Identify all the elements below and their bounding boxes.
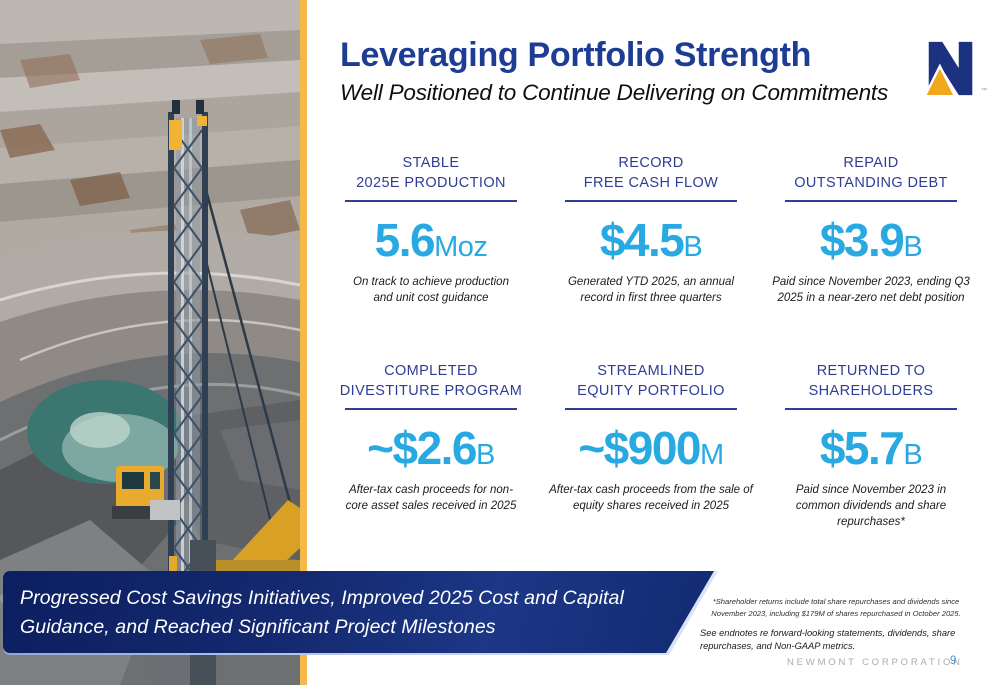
page-subtitle: Well Positioned to Continue Delivering o… — [340, 80, 888, 105]
stats-grid: STABLE 2025E PRODUCTION 5.6Moz On track … — [321, 153, 981, 531]
page-title: Leveraging Portfolio Strength — [340, 36, 812, 74]
stat-heading: STREAMLINED EQUITY PORTFOLIO — [577, 362, 725, 399]
stat-value-row: 5.6Moz — [325, 213, 537, 267]
mine-photo-panel — [0, 0, 307, 685]
stat-unit: B — [903, 231, 923, 263]
stat-caption: Paid since November 2023, ending Q3 2025… — [772, 276, 970, 305]
stat-card-production: STABLE 2025E PRODUCTION 5.6Moz On track … — [321, 153, 541, 307]
stat-divider — [785, 407, 957, 410]
stat-heading: COMPLETED DIVESTITURE PROGRAM — [339, 362, 523, 399]
stat-unit: M — [700, 438, 724, 471]
footnote-shareholder-returns: *Shareholder returns include total share… — [711, 597, 961, 618]
stat-heading: RETURNED TO SHAREHOLDERS — [808, 362, 934, 399]
newmont-logo-icon — [922, 41, 973, 98]
stat-unit: Moz — [434, 231, 488, 263]
stat-caption: On track to achieve production and unit … — [353, 276, 509, 305]
footnote-endnotes: See endnotes re forward-looking statemen… — [700, 628, 956, 652]
stat-heading: RECORD FREE CASH FLOW — [583, 155, 719, 191]
page-number: 9 — [950, 655, 957, 667]
footer-brand: NEWMONT CORPORATION — [787, 657, 963, 668]
stat-caption: Generated YTD 2025, an annual record in … — [567, 276, 735, 305]
stat-divider — [345, 200, 517, 202]
stat-divider — [785, 200, 957, 202]
stat-value: $3.9 — [819, 214, 905, 266]
stat-value: ~$900 — [578, 421, 701, 474]
stat-divider — [565, 407, 737, 410]
stat-value-row: $5.7B — [765, 421, 977, 475]
stat-card-equity: STREAMLINED EQUITY PORTFOLIO ~$900M Afte… — [541, 361, 761, 531]
stat-heading: REPAID OUTSTANDING DEBT — [794, 155, 948, 191]
stat-divider — [345, 407, 517, 410]
stat-value: $5.7 — [819, 421, 905, 474]
stat-divider — [565, 200, 737, 202]
stat-value: ~$2.6 — [367, 421, 477, 474]
stat-card-free-cash-flow: RECORD FREE CASH FLOW $4.5B Generated YT… — [541, 153, 761, 307]
stat-caption: After-tax cash proceeds from the sale of… — [549, 483, 753, 512]
stat-value-row: $3.9B — [765, 213, 977, 267]
stat-value: 5.6 — [374, 214, 436, 266]
banner-text: Progressed Cost Savings Initiatives, Imp… — [3, 571, 643, 643]
title-block: Leveraging Portfolio Strength Well Posit… — [340, 36, 915, 106]
mine-photo — [0, 0, 300, 685]
stat-caption: After-tax cash proceeds for non-core ass… — [345, 483, 517, 512]
stat-value-row: $4.5B — [545, 213, 757, 267]
stat-unit: B — [683, 231, 703, 263]
stat-heading: STABLE 2025E PRODUCTION — [356, 155, 506, 191]
highlight-banner: Progressed Cost Savings Initiatives, Imp… — [3, 571, 718, 655]
stat-value-row: ~$900M — [545, 421, 757, 475]
stat-value-row: ~$2.6B — [325, 421, 537, 475]
stat-caption: Paid since November 2023 in common divid… — [795, 483, 947, 529]
newmont-logo: ™ — [921, 40, 987, 100]
stat-unit: B — [903, 438, 923, 471]
stat-card-debt: REPAID OUTSTANDING DEBT $3.9B Paid since… — [761, 153, 981, 307]
stat-card-divestiture: COMPLETED DIVESTITURE PROGRAM ~$2.6B Aft… — [321, 361, 541, 531]
stat-value: $4.5 — [599, 214, 685, 266]
stat-unit: B — [476, 438, 495, 471]
trademark-symbol: ™ — [981, 88, 987, 94]
banner-text-line1: Progressed Cost Savings Initiatives, Imp… — [20, 587, 624, 609]
banner-text-line2: Guidance, and Reached Significant Projec… — [20, 616, 496, 639]
stat-card-shareholders: RETURNED TO SHAREHOLDERS $5.7B Paid sinc… — [761, 361, 981, 531]
highlight-banner-face: Progressed Cost Savings Initiatives, Imp… — [3, 571, 718, 653]
